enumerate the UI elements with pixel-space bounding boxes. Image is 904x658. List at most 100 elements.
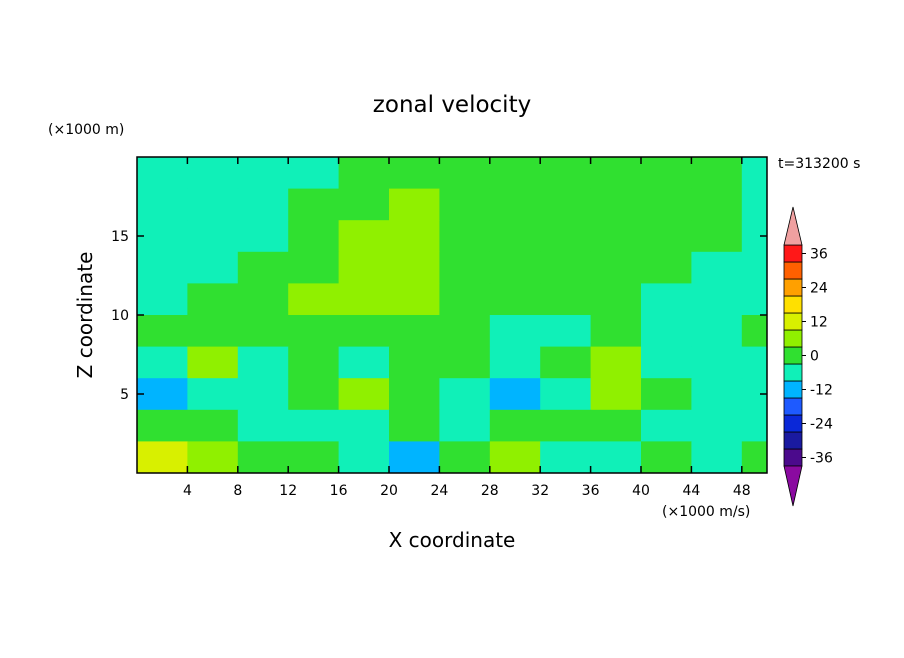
field-cell bbox=[641, 441, 692, 474]
field-cell bbox=[439, 315, 491, 348]
field-cell bbox=[439, 441, 491, 474]
field-cell bbox=[489, 157, 541, 190]
colorbar-box bbox=[783, 363, 803, 382]
y-tick-label: 15 bbox=[111, 229, 129, 245]
field-cell bbox=[540, 315, 592, 348]
field-cell bbox=[237, 346, 289, 379]
field-cell bbox=[237, 251, 289, 284]
field-cell bbox=[590, 378, 642, 411]
field-cell bbox=[439, 378, 491, 411]
field-cell bbox=[741, 157, 768, 190]
colorbar-box bbox=[783, 295, 803, 314]
field-cell bbox=[691, 441, 743, 474]
field-cell bbox=[489, 251, 541, 284]
field-cell bbox=[540, 441, 592, 474]
value-units: (×1000 m/s) bbox=[662, 504, 750, 520]
field-cell bbox=[489, 346, 541, 379]
field-cell bbox=[288, 157, 340, 190]
field-cell bbox=[439, 251, 491, 284]
field-cell bbox=[338, 283, 390, 316]
field-cell bbox=[590, 346, 642, 379]
time-label: t=313200 s bbox=[778, 156, 860, 172]
field-cell bbox=[187, 441, 239, 474]
field-cell bbox=[540, 283, 592, 316]
x-tick-label: 32 bbox=[531, 483, 549, 499]
x-tick-label: 40 bbox=[632, 483, 650, 499]
field-cell bbox=[741, 315, 768, 348]
field-cell bbox=[540, 409, 592, 442]
field-cell bbox=[489, 378, 541, 411]
field-cell bbox=[389, 378, 440, 411]
field-cell bbox=[691, 283, 743, 316]
x-tick-label: 48 bbox=[733, 483, 751, 499]
y-tick-label: 5 bbox=[120, 387, 129, 403]
field-cell bbox=[540, 157, 592, 190]
field-cell bbox=[338, 409, 390, 442]
field-cell bbox=[741, 251, 768, 284]
field-cell bbox=[137, 315, 188, 348]
field-cell bbox=[691, 188, 743, 221]
field-cell bbox=[338, 441, 390, 474]
field-cell bbox=[187, 251, 239, 284]
field-cell bbox=[691, 251, 743, 284]
field-cell bbox=[187, 346, 239, 379]
colorbar-box bbox=[783, 448, 803, 467]
field-cell bbox=[389, 315, 440, 348]
field-cell bbox=[288, 251, 340, 284]
field-cell bbox=[389, 251, 440, 284]
field-cell bbox=[137, 188, 188, 221]
field-cell bbox=[187, 378, 239, 411]
field-cell bbox=[691, 157, 743, 190]
field-cell bbox=[237, 315, 289, 348]
field-cell bbox=[741, 283, 768, 316]
colorbar-box bbox=[783, 278, 803, 297]
field-cell bbox=[288, 188, 340, 221]
field-cell bbox=[439, 346, 491, 379]
field-cell bbox=[439, 283, 491, 316]
field-cell bbox=[439, 220, 491, 253]
field-cell bbox=[691, 378, 743, 411]
field-cell bbox=[237, 441, 289, 474]
field bbox=[137, 157, 768, 474]
field-cell bbox=[338, 157, 390, 190]
colorbar-tick-label: -24 bbox=[810, 417, 833, 433]
field-cell bbox=[389, 409, 440, 442]
field-cell bbox=[288, 378, 340, 411]
field-cell bbox=[187, 283, 239, 316]
field-cell bbox=[489, 188, 541, 221]
field-cell bbox=[389, 220, 440, 253]
field-cell bbox=[741, 409, 768, 442]
field-cell bbox=[389, 346, 440, 379]
field-cell bbox=[590, 283, 642, 316]
x-tick-label: 36 bbox=[582, 483, 600, 499]
colorbar-box bbox=[783, 261, 803, 280]
field-cell bbox=[288, 441, 340, 474]
field-cell bbox=[338, 315, 390, 348]
field-cell bbox=[338, 188, 390, 221]
chart-title: zonal velocity bbox=[373, 92, 531, 118]
field-cell bbox=[641, 315, 692, 348]
field-cell bbox=[338, 346, 390, 379]
field-cell bbox=[489, 315, 541, 348]
colorbar-tick-label: 36 bbox=[810, 247, 828, 263]
x-tick-label: 12 bbox=[279, 483, 297, 499]
field-cell bbox=[288, 409, 340, 442]
field-cell bbox=[439, 409, 491, 442]
colorbar-box bbox=[783, 397, 803, 416]
field-cell bbox=[641, 409, 692, 442]
field-cell bbox=[137, 441, 188, 474]
colorbar-box bbox=[783, 329, 803, 348]
y-axis-label: Z coordinate bbox=[73, 252, 97, 379]
field-cell bbox=[641, 157, 692, 190]
field-cell bbox=[338, 251, 390, 284]
field-cell bbox=[590, 220, 642, 253]
field-cell bbox=[137, 220, 188, 253]
field-cell bbox=[590, 157, 642, 190]
field-cell bbox=[288, 283, 340, 316]
field-cell bbox=[691, 220, 743, 253]
field-cell bbox=[741, 188, 768, 221]
field-cell bbox=[137, 409, 188, 442]
field-cell bbox=[641, 188, 692, 221]
